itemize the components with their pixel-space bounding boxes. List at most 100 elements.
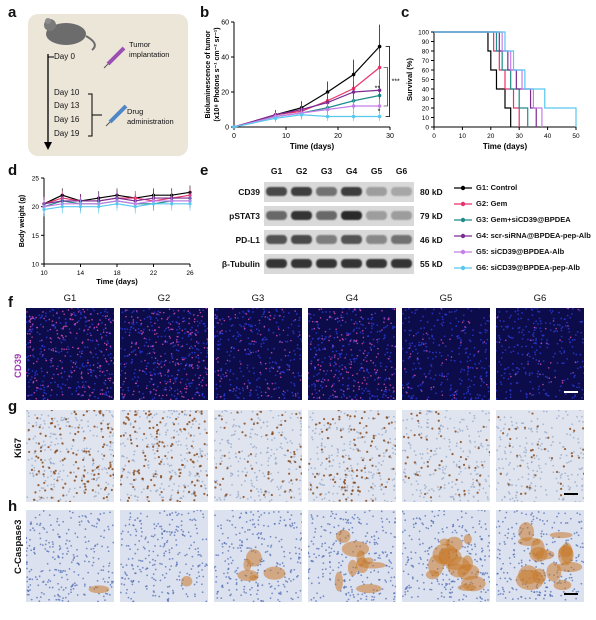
panel-label-h: h xyxy=(8,498,18,515)
row-label-cd39: CD39 xyxy=(13,353,24,378)
blot-band xyxy=(316,211,337,220)
micrograph xyxy=(214,410,302,502)
blot-band xyxy=(316,187,337,196)
y-tick-label: 20 xyxy=(32,204,40,211)
micrograph xyxy=(214,510,302,602)
survival-line xyxy=(434,31,520,127)
blot-kd-label: 79 kD xyxy=(420,211,443,221)
blot-lane-label: G4 xyxy=(345,166,358,176)
legend-item: G1: Control xyxy=(454,182,596,198)
x-tick-label: 20 xyxy=(487,133,495,140)
micrograph xyxy=(496,410,584,502)
blot-band xyxy=(391,187,412,196)
blot-band xyxy=(316,259,337,268)
data-point xyxy=(42,207,46,212)
legend-swatch xyxy=(454,249,472,255)
legend-item: G2: Gem xyxy=(454,198,596,214)
ki67-ihc-image xyxy=(214,410,302,502)
day0-label: Day 0 xyxy=(54,52,75,61)
micrograph xyxy=(402,410,490,502)
x-axis-label: Time (days) xyxy=(483,142,528,151)
data-point xyxy=(351,104,356,108)
y-tick-label: 90 xyxy=(422,39,430,46)
legend-label: G3: Gem+siCD39@BPDEA xyxy=(476,215,571,224)
blot-band xyxy=(266,211,287,220)
blot-kd-label: 46 kD xyxy=(420,235,443,245)
blot-lane-label: G3 xyxy=(320,166,333,176)
row-label-ki67: Ki67 xyxy=(13,437,24,458)
ki67-ihc-image xyxy=(120,410,208,502)
blot-strip xyxy=(264,254,414,274)
data-point xyxy=(351,114,356,119)
blot-row-label: β-Tubulin xyxy=(221,259,260,269)
cd39-fluorescence-image xyxy=(26,308,114,400)
legend-label: G6: siCD39@BPDEA-pep-Alb xyxy=(476,263,580,272)
ki67-ihc-image xyxy=(308,410,396,502)
syringe-icon-2 xyxy=(105,104,128,127)
x-tick-label: 18 xyxy=(113,270,121,277)
data-point xyxy=(351,90,356,94)
micrograph xyxy=(402,510,490,602)
tumor-label: Tumor implantation xyxy=(129,40,170,59)
legend-swatch xyxy=(454,265,472,271)
x-axis-label: Time (days) xyxy=(290,142,335,151)
blot-band xyxy=(266,259,287,268)
y-tick-label: 100 xyxy=(418,30,429,37)
legend-item: G4: scr-siRNA@BPDEA-pep-Alb xyxy=(454,230,596,246)
survival-line xyxy=(434,31,529,127)
data-point xyxy=(78,205,83,209)
series-line xyxy=(233,105,380,128)
series-line xyxy=(233,114,380,128)
caspase3-ihc-image xyxy=(496,510,584,602)
day10-label: Day 10 xyxy=(54,88,80,97)
data-point xyxy=(97,205,101,209)
micrograph xyxy=(120,410,208,502)
cd39-fluorescence-image xyxy=(402,308,490,400)
blot-band xyxy=(291,211,312,220)
legend: G1: Control G2: Gem G3: Gem+siCD39@BPDEA G4… xyxy=(454,182,596,278)
row-label-caspase3: C-Caspase3 xyxy=(13,519,24,574)
legend-label: G1: Control xyxy=(476,183,518,192)
blot-row-label: PD-L1 xyxy=(235,235,260,245)
legend-label: G2: Gem xyxy=(476,199,508,208)
y-tick-label: 40 xyxy=(221,55,229,62)
image-column-label: G5 xyxy=(439,293,453,304)
caspase3-ihc-image xyxy=(308,510,396,602)
survival-line xyxy=(434,31,577,127)
caspase3-ihc-image xyxy=(120,510,208,602)
x-tick-label: 40 xyxy=(544,133,552,140)
micrograph xyxy=(26,410,114,502)
series-line xyxy=(233,67,380,128)
blot-band xyxy=(366,211,387,220)
data-point xyxy=(299,112,304,117)
micrograph xyxy=(214,308,302,400)
data-point xyxy=(273,116,278,121)
blot-band xyxy=(291,187,312,196)
blot-kd-label: 80 kD xyxy=(420,187,443,197)
micrograph xyxy=(26,308,114,400)
micrograph xyxy=(496,308,584,400)
data-point xyxy=(115,202,119,206)
y-tick-label: 60 xyxy=(422,68,430,75)
blot-band xyxy=(391,259,412,268)
series-line xyxy=(233,89,380,128)
panel-label-g: g xyxy=(8,398,18,415)
sig-label: *** xyxy=(392,79,400,86)
legend-swatch xyxy=(454,217,472,223)
micrograph xyxy=(308,308,396,400)
data-point xyxy=(325,107,330,112)
blot-strip xyxy=(264,182,414,202)
legend-item: G6: siCD39@BPDEA-pep-Alb xyxy=(454,262,596,278)
blot-band xyxy=(366,235,387,244)
caspase3-ihc-image xyxy=(402,510,490,602)
data-point xyxy=(170,202,174,206)
survival-chart: 0 10 20 30 40 50 0 10 20 30 40 50 60 70 80 90 100 Time (d… xyxy=(405,30,580,152)
image-column-label: G6 xyxy=(533,293,547,304)
y-tick-label: 25 xyxy=(32,176,40,183)
sig-label: * xyxy=(378,108,381,115)
y-tick-label: 40 xyxy=(422,87,430,94)
x-tick-label: 10 xyxy=(459,133,467,140)
legend-label: G4: scr-siRNA@BPDEA-pep-Alb xyxy=(476,231,591,240)
ki67-ihc-image xyxy=(26,410,114,502)
data-point xyxy=(60,205,64,209)
